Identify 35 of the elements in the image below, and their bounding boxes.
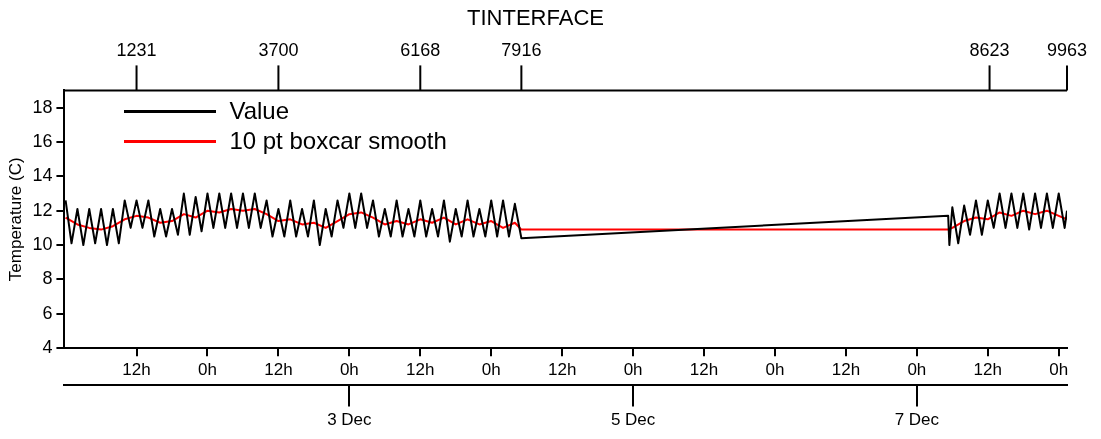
y-tick-label: 4 — [42, 337, 53, 358]
annotation: 8623 — [969, 40, 1010, 61]
y-tick-label: 8 — [42, 268, 53, 289]
legend-label: 10 pt boxcar smooth — [229, 126, 447, 157]
x-tick-label: 0h — [198, 360, 217, 380]
annotation: 1231 — [116, 40, 157, 61]
annotation: 7916 — [501, 40, 542, 61]
x-tick-label: 0h — [623, 360, 643, 380]
x-tick-label: 12h — [406, 360, 435, 380]
x-tick-label: 12h — [547, 360, 577, 380]
y-tick-label: 10 — [32, 234, 53, 255]
y-tick-label: 6 — [42, 302, 53, 323]
x-tick-label: 12h — [689, 360, 719, 380]
y-tick-label: 14 — [32, 165, 53, 186]
legend-label: Value — [229, 96, 290, 127]
x-tick-label: 0h — [1049, 360, 1069, 380]
y-tick-label: 12 — [32, 199, 53, 220]
x2-tick-label: 5 Dec — [610, 410, 656, 430]
x-tick-label: 0h — [907, 360, 927, 380]
x2-tick-label: 3 Dec — [327, 410, 373, 430]
x-tick-label: 0h — [339, 360, 359, 380]
annotation: 9963 — [1046, 40, 1088, 61]
y-tick-label: 18 — [32, 96, 53, 117]
x-tick-label: 0h — [765, 360, 785, 380]
annotation: 3700 — [258, 40, 299, 61]
x-tick-label: 12h — [831, 360, 861, 380]
annotation: 6168 — [400, 40, 441, 61]
y-axis-title: Temperature (C) — [5, 157, 25, 282]
y-tick-label: 16 — [32, 130, 53, 151]
x-tick-label: 0h — [481, 360, 501, 380]
x2-tick-label: 7 Dec — [894, 410, 940, 430]
x-tick-label: 12h — [264, 360, 293, 380]
x-tick-label: 12h — [973, 360, 1002, 380]
chart-title: TINTERFACE — [467, 5, 604, 31]
x-tick-label: 12h — [122, 360, 151, 380]
